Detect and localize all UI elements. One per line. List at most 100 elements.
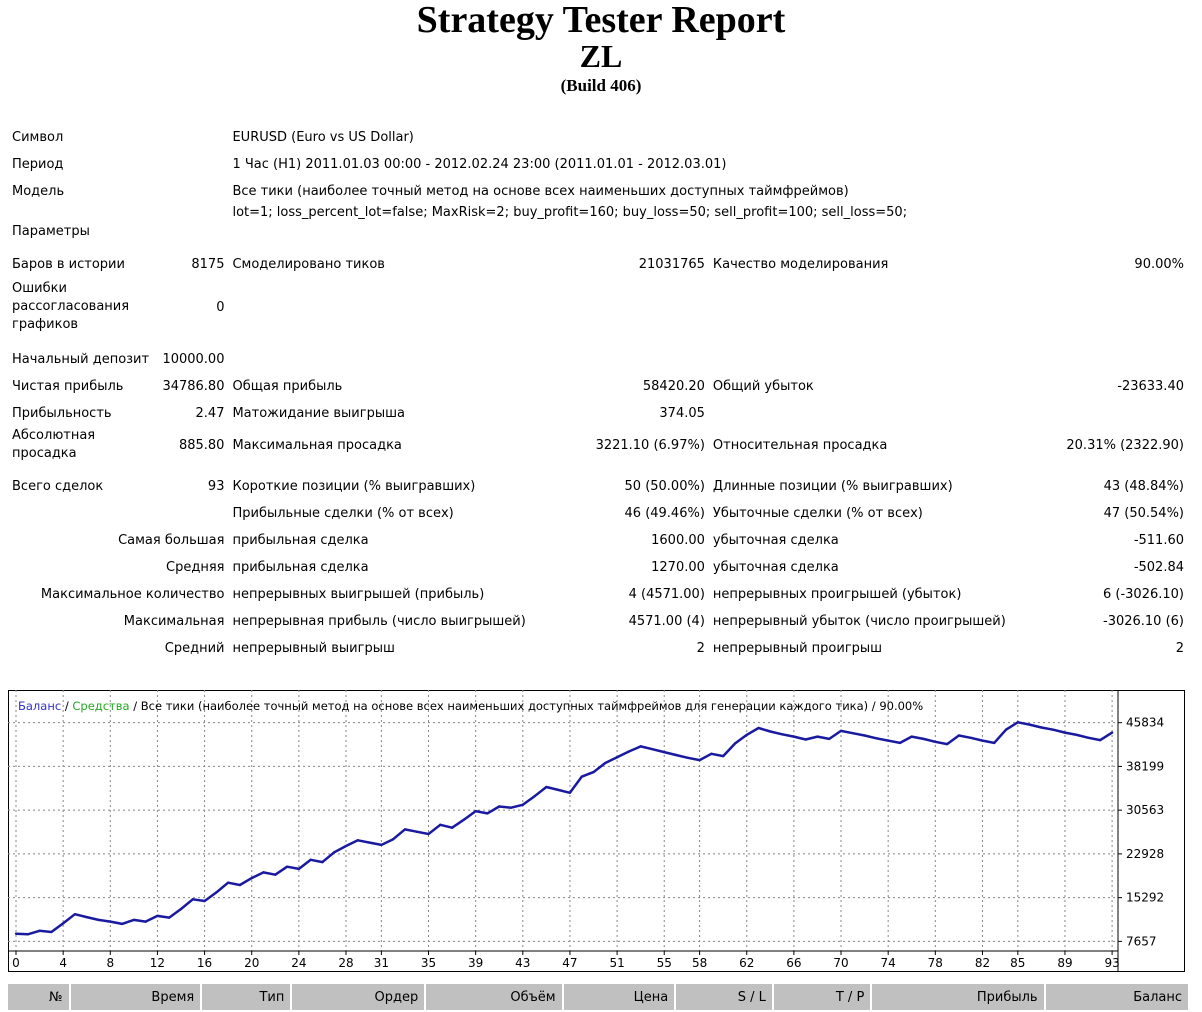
- balance-point: [50, 930, 53, 934]
- balance-point: [238, 883, 242, 887]
- deposit-label: Начальный депозит: [12, 352, 150, 367]
- balance-point: [1028, 723, 1031, 726]
- balance-point: [427, 832, 430, 836]
- x-tick-label: 74: [881, 956, 896, 970]
- x-tick-label: 35: [421, 956, 436, 970]
- max-drawdown-value: 3221.10 (6.97%): [595, 437, 705, 453]
- net-profit-value: 34786.80: [162, 379, 225, 394]
- gross-profit-label: Общая прибыль: [232, 379, 343, 394]
- average-win-value: 1270.00: [651, 560, 705, 575]
- balance-point: [674, 753, 678, 757]
- x-tick-label: 82: [975, 956, 990, 970]
- max-cons-losses-label: непрерывных проигрышей (убыток): [712, 587, 962, 602]
- column-header: Прибыль: [870, 984, 1045, 1010]
- balance-point: [97, 918, 100, 922]
- x-tick-label: 16: [197, 956, 212, 970]
- x-tick-label: 4: [59, 956, 67, 970]
- balance-point: [769, 730, 772, 733]
- balance-point: [981, 739, 984, 742]
- balance-point: [486, 812, 489, 815]
- balance-point: [509, 806, 513, 809]
- balance-point: [615, 756, 619, 759]
- period-value: 1 Час (H1) 2011.01.03 00:00 - 2012.02.24…: [232, 157, 727, 172]
- legend-model-description: / Все тики (наиболее точный метод на осн…: [130, 699, 924, 713]
- x-tick-label: 78: [928, 956, 943, 970]
- balance-point: [109, 920, 112, 923]
- x-tick-label: 85: [1010, 956, 1025, 970]
- balance-point: [274, 873, 277, 876]
- balance-point: [875, 737, 878, 740]
- balance-point: [203, 899, 206, 903]
- balance-point: [745, 733, 748, 737]
- balance-point: [533, 794, 536, 798]
- balance-point: [462, 818, 466, 821]
- largest-loss-label: убыточная сделка: [712, 533, 839, 548]
- balance-point: [780, 733, 784, 736]
- ticks-value: 21031765: [638, 257, 705, 272]
- gross-profit-value: 58420.20: [642, 379, 705, 394]
- profit-trades-label: Прибыльные сделки (% от всех): [232, 506, 454, 521]
- balance-point: [556, 788, 560, 792]
- max-cons-profit-value: 4571.00 (4): [628, 614, 705, 629]
- quality-value: 90.00%: [1134, 257, 1184, 272]
- average-cons-label: Средний: [164, 641, 225, 656]
- balance-point: [1016, 721, 1020, 724]
- x-tick-label: 58: [692, 956, 707, 970]
- avg-cons-losses-value: 2: [1175, 641, 1184, 656]
- balance-point: [969, 736, 972, 739]
- max-cons-profit-label: непрерывная прибыль (число выигрышей): [232, 614, 526, 629]
- column-header: Баланс: [1043, 984, 1188, 1010]
- balance-point: [215, 891, 218, 894]
- max-cons-losses-value: 6 (-3026.10): [1103, 587, 1184, 602]
- balance-point: [168, 916, 171, 919]
- profit-factor-label: Прибыльность: [12, 406, 112, 421]
- balance-point: [191, 898, 194, 901]
- balance-point: [863, 734, 866, 737]
- max-cons-loss-value: -3026.10 (6): [1103, 614, 1184, 629]
- balance-point: [450, 826, 454, 829]
- average-loss-value: -502.84: [1133, 560, 1184, 575]
- average-label: Средняя: [166, 560, 225, 575]
- balance-point: [321, 860, 324, 864]
- balance-point: [297, 867, 301, 871]
- report-title: Strategy Tester Report: [416, 0, 786, 41]
- params-label: Параметры: [12, 224, 90, 239]
- balance-point: [828, 737, 831, 741]
- x-tick-label: 0: [12, 956, 20, 970]
- x-tick-label: 20: [244, 956, 259, 970]
- balance-point: [604, 761, 607, 765]
- legend-equity: Средства: [72, 699, 129, 713]
- column-header: S / L: [674, 984, 773, 1010]
- max-cons-wins-value: 4 (4571.00): [628, 587, 705, 602]
- total-trades-value: 93: [207, 479, 225, 494]
- balance-point: [922, 737, 925, 741]
- largest-label: Самая большая: [118, 533, 225, 548]
- balance-point: [1087, 736, 1090, 739]
- expected-payoff-value: 374.05: [659, 406, 705, 421]
- maximal-label: Максимальная: [123, 614, 225, 629]
- column-header: Время: [68, 984, 202, 1010]
- balance-point: [391, 837, 395, 841]
- y-tick-label: 30563: [1126, 803, 1164, 817]
- x-tick-label: 39: [468, 956, 483, 970]
- params-value: lot=1; loss_percent_lot=false; MaxRisk=2…: [232, 205, 908, 220]
- x-tick-label: 55: [657, 956, 672, 970]
- period-label: Период: [12, 157, 64, 172]
- long-positions-label: Длинные позиции (% выигравших): [712, 479, 953, 494]
- net-profit-label: Чистая прибыль: [12, 379, 124, 394]
- column-header: Объём: [424, 984, 563, 1010]
- expected-payoff-label: Матожидание выигрыша: [232, 406, 405, 421]
- balance-point: [85, 915, 88, 919]
- deposit-value: 10000.00: [162, 352, 225, 367]
- column-header: Тип: [200, 984, 292, 1010]
- gross-loss-value: -23633.40: [1117, 379, 1184, 394]
- x-tick-label: 70: [833, 956, 848, 970]
- model-label: Модель: [12, 184, 65, 199]
- max-cons-wins-label: непрерывных выигрышей (прибыль): [232, 587, 485, 602]
- loss-trades-value: 47 (50.54%): [1103, 506, 1184, 521]
- report-summary-table: Символ EURUSD (Euro vs US Dollar) Период…: [8, 124, 1188, 662]
- balance-point: [580, 775, 583, 778]
- errors-label: Ошибки рассогласования графиков: [12, 281, 130, 332]
- x-tick-label: 47: [562, 956, 577, 970]
- loss-trades-label: Убыточные сделки (% от всех): [712, 506, 923, 521]
